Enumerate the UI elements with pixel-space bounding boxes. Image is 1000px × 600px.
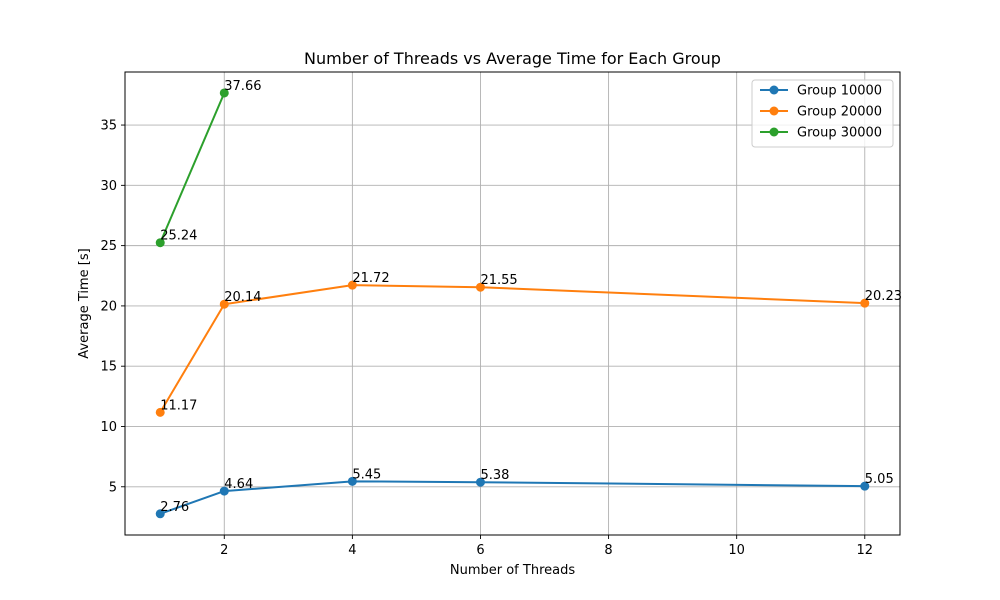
legend: Group 10000 Group 20000 Group 30000: [751, 79, 894, 148]
data-label: 20.14: [224, 290, 261, 305]
y-tick-label: 30: [100, 179, 117, 194]
legend-item: Group 10000: [760, 84, 882, 99]
data-point: [219, 88, 229, 98]
chart-title: Number of Threads vs Average Time for Ea…: [304, 49, 721, 68]
data-point: [155, 509, 165, 519]
legend-label: Group 30000: [797, 126, 882, 141]
legend-box: [751, 79, 894, 148]
legend-marker: [769, 106, 779, 116]
data-label: 21.55: [480, 273, 517, 288]
data-point: [860, 298, 870, 308]
series-group-10000: 2.76 4.64 5.45 5.38 5.05: [155, 467, 894, 519]
legend-label: Group 10000: [797, 84, 882, 99]
x-tick-label: 8: [604, 543, 612, 558]
legend-marker: [769, 85, 779, 95]
data-label: 11.17: [160, 398, 197, 413]
legend-label: Group 20000: [797, 105, 882, 120]
y-tick-label: 25: [100, 239, 117, 254]
y-tick-label: 10: [100, 420, 117, 435]
data-point: [475, 282, 485, 292]
series-layer: 2.76 4.64 5.45 5.38 5.05 11.17 20.14 21.72 21.55…: [155, 79, 902, 519]
x-tick-label: 4: [348, 543, 356, 558]
data-point: [347, 476, 357, 486]
y-tick-label: 15: [100, 360, 117, 375]
data-label: 25.24: [160, 229, 197, 244]
x-tick-label: 2: [220, 543, 228, 558]
y-tick-label: 35: [100, 119, 117, 134]
data-label: 5.38: [480, 468, 509, 483]
data-point: [860, 481, 870, 491]
data-label: 2.76: [160, 500, 189, 515]
legend-item: Group 20000: [760, 105, 882, 120]
plot-frame: [124, 71, 901, 536]
y-axis-label: Average Time [s]: [77, 248, 92, 358]
y-tick-label: 20: [100, 299, 117, 314]
x-axis-label: Number of Threads: [450, 563, 575, 578]
data-label: 5.05: [865, 472, 894, 487]
data-point: [219, 486, 229, 496]
series-group-30000: 25.24 37.66: [155, 79, 261, 248]
data-label: 4.64: [224, 477, 253, 492]
y-tick-label: 5: [109, 480, 117, 495]
series-group-20000: 11.17 20.14 21.72 21.55 20.23: [155, 271, 902, 417]
series-line: [159, 92, 226, 244]
data-label: 21.72: [352, 271, 389, 286]
x-tick-label: 6: [476, 543, 484, 558]
legend-items: Group 10000 Group 20000 Group 30000: [760, 84, 882, 141]
legend-marker: [769, 127, 779, 137]
data-point: [219, 299, 229, 309]
data-label: 20.23: [865, 289, 902, 304]
legend-item: Group 30000: [760, 126, 882, 141]
grid: [125, 72, 900, 535]
data-label: 5.45: [352, 467, 381, 482]
data-point: [155, 407, 165, 417]
data-point: [155, 238, 165, 248]
data-point: [475, 477, 485, 487]
axis-ticks: 2 4 6 8 10 12 5 10 15 20 25 30 35: [100, 119, 873, 558]
data-label: 37.66: [224, 79, 261, 94]
x-tick-label: 10: [728, 543, 745, 558]
x-tick-label: 12: [856, 543, 873, 558]
data-point: [347, 280, 357, 290]
